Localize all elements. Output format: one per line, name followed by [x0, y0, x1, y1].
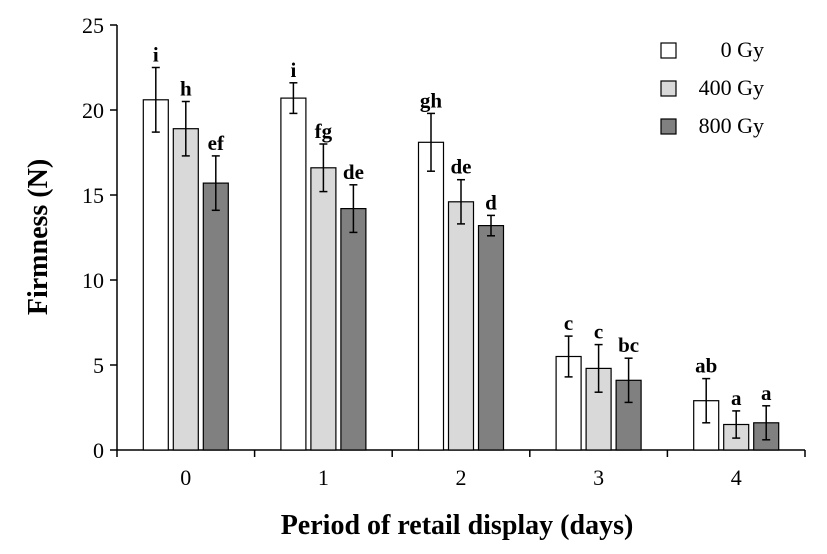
- bar: [340, 208, 367, 451]
- significance-label: ab: [695, 354, 717, 378]
- bar: [142, 99, 169, 451]
- significance-label: a: [731, 386, 742, 410]
- bar: [202, 182, 229, 451]
- bar: [477, 225, 505, 451]
- bar: [615, 379, 642, 451]
- y-ticks: 0 5 10 15 20 25: [82, 13, 117, 463]
- legend-label: 400 Gy: [699, 75, 764, 100]
- bar: [172, 128, 199, 451]
- legend-label: 0 Gy: [721, 37, 764, 62]
- x-tick-label: 1: [318, 465, 329, 490]
- y-tick-label: 20: [82, 98, 104, 123]
- bar: [280, 97, 307, 451]
- y-tick-label: 10: [82, 268, 104, 293]
- error-bars: [151, 66, 771, 441]
- y-tick-label: 25: [82, 13, 104, 38]
- legend: 0 Gy 400 Gy 800 Gy: [660, 37, 764, 138]
- significance-label: de: [451, 155, 472, 179]
- significance-label: i: [153, 43, 159, 67]
- bar: [417, 141, 445, 451]
- significance-label: c: [564, 311, 573, 335]
- y-tick-label: 5: [93, 353, 104, 378]
- significance-label: d: [485, 190, 497, 214]
- significance-label: i: [290, 58, 296, 82]
- x-axis-title: Period of retail display (days): [281, 510, 634, 541]
- bar: [447, 201, 475, 451]
- significance-label: c: [594, 320, 603, 344]
- significance-label: bc: [618, 333, 639, 357]
- legend-swatch: [660, 80, 677, 97]
- y-tick-label: 0: [93, 438, 104, 463]
- x-tick-label: 4: [731, 465, 742, 490]
- x-tick-label: 0: [180, 465, 191, 490]
- legend-swatch: [660, 42, 677, 59]
- y-axis-title: Firmness (N): [23, 159, 54, 315]
- significance-label: h: [180, 77, 192, 101]
- x-tick-label: 2: [456, 465, 467, 490]
- bar: [310, 167, 337, 451]
- bars: [142, 97, 780, 451]
- legend-label: 800 Gy: [699, 113, 764, 138]
- significance-label: de: [343, 160, 364, 184]
- x-ticks: 0 1 2 3 4: [116, 450, 806, 490]
- y-tick-label: 15: [82, 183, 104, 208]
- significance-label: fg: [315, 119, 333, 143]
- x-tick-label: 3: [593, 465, 604, 490]
- bar: [555, 355, 582, 451]
- significance-label: a: [761, 381, 772, 405]
- legend-swatch: [660, 118, 677, 135]
- significance-label: gh: [420, 88, 443, 112]
- significance-label: ef: [208, 131, 225, 155]
